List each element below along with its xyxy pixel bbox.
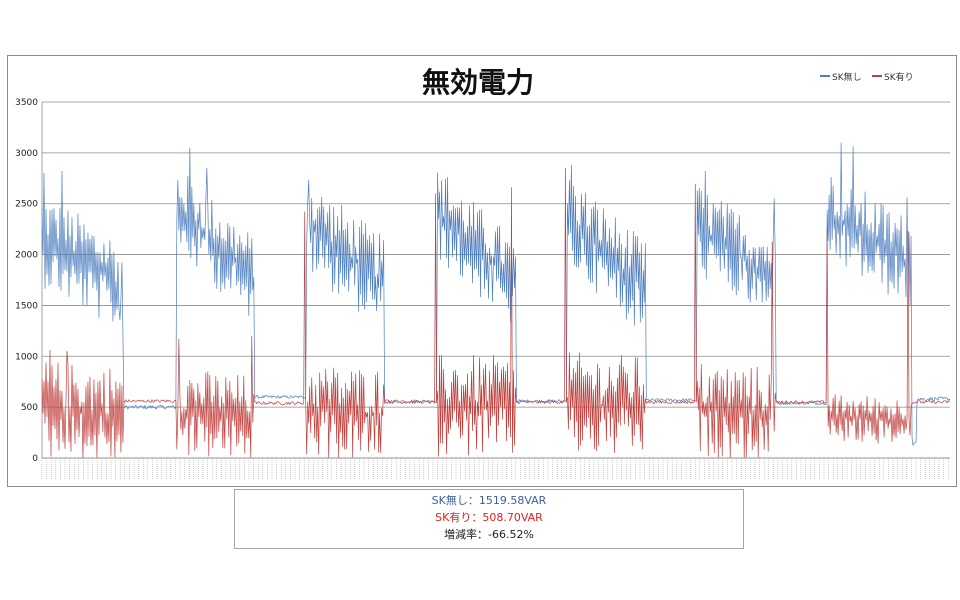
legend-label-without-sk: SK無し bbox=[832, 71, 862, 83]
y-tick-label: 500 bbox=[21, 403, 38, 413]
stats-box: SK無し：1519.58VAR SK有り：508.70VAR 増減率：-66.5… bbox=[234, 489, 744, 549]
chart-title: 無効電力 bbox=[422, 66, 534, 99]
y-tick-label: 3000 bbox=[15, 149, 38, 159]
series-line-without-sk bbox=[41, 142, 951, 446]
y-tick-label: 1500 bbox=[15, 301, 38, 311]
chart-frame: 無効電力 SK無し SK有り 0 500 1000 1500 2000 2500 3000 3… bbox=[7, 55, 957, 487]
legend-label-with-sk: SK有り bbox=[884, 71, 914, 83]
y-tick-label: 0 bbox=[32, 454, 38, 464]
series-line-with-sk bbox=[41, 167, 951, 459]
y-tick-label: 2500 bbox=[15, 200, 38, 210]
y-axis-tick-labels: 0 500 1000 1500 2000 2500 3000 3500 bbox=[15, 98, 38, 464]
stat-without-sk: SK無し：1519.58VAR bbox=[431, 494, 547, 507]
reactive-power-chart: 無効電力 SK無し SK有り 0 500 1000 1500 2000 2500 3000 3… bbox=[15, 66, 951, 480]
y-tick-label: 3500 bbox=[15, 98, 38, 108]
y-tick-label: 1000 bbox=[15, 352, 38, 362]
y-tick-label: 2000 bbox=[15, 251, 38, 261]
stat-reduction-rate: 増減率：-66.52% bbox=[444, 528, 534, 541]
series-lines bbox=[41, 142, 951, 459]
x-axis-tick-marks bbox=[41, 457, 950, 480]
legend: SK無し SK有り bbox=[820, 71, 914, 83]
stat-with-sk: SK有り：508.70VAR bbox=[435, 511, 543, 524]
